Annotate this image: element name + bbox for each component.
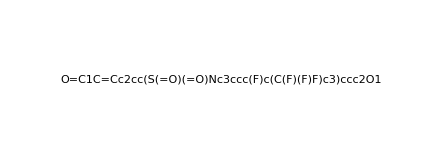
Text: O=C1C=Cc2cc(S(=O)(=O)Nc3ccc(F)c(C(F)(F)F)c3)ccc2O1: O=C1C=Cc2cc(S(=O)(=O)Nc3ccc(F)c(C(F)(F)F… (60, 75, 381, 85)
